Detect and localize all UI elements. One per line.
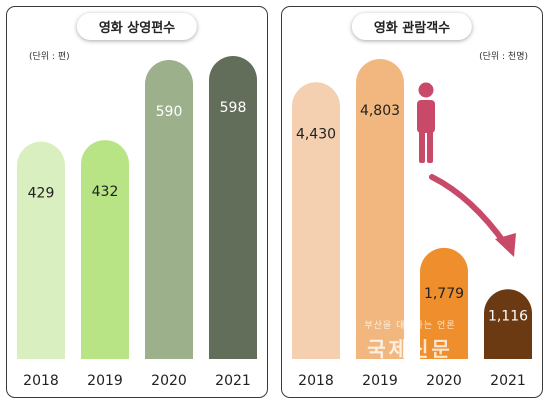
- bar-2020: [420, 247, 468, 359]
- data-label-2019: 4,803: [360, 103, 400, 119]
- bar-2018: [292, 82, 340, 359]
- chart-title: 영화 관람객수: [351, 13, 473, 40]
- bar-2021: [484, 289, 532, 359]
- data-label-2019: 432: [92, 184, 119, 200]
- data-label-2021: 1,116: [488, 309, 528, 325]
- data-label-2018: 4,430: [296, 126, 336, 142]
- bar-2019: [356, 59, 404, 359]
- x-tick-label-2019: 2019: [87, 373, 123, 389]
- bar-2021: [209, 56, 257, 359]
- data-label-2020: 1,779: [424, 286, 464, 302]
- bar-2020: [145, 60, 193, 359]
- bar-chart-screenings: 429 2018 432 2019 590 2020 598 2021: [17, 56, 257, 389]
- chart-panel-screenings: 영화 상영편수 (단위 : 편) 429 2018 432 2019 590 2020 59…: [6, 6, 268, 398]
- x-tick-label-2018: 2018: [23, 373, 59, 389]
- x-tick-label-2021: 2021: [215, 373, 251, 389]
- x-tick-label-2018: 2018: [298, 373, 334, 389]
- bar-2018: [17, 141, 65, 359]
- bar-chart-audience: 4,430 2018 4,803 2019 1,779 2020 1,116 2021: [292, 59, 532, 389]
- x-tick-label-2020: 2020: [151, 373, 187, 389]
- chart-panel-audience: 영화 관람객수 (단위 : 천명) 4,430 2018 4,803 2019 1,77…: [281, 6, 543, 398]
- curved-arrow-down-icon: [429, 174, 516, 257]
- x-tick-label-2021: 2021: [490, 373, 526, 389]
- data-label-2020: 590: [156, 104, 183, 120]
- chart-title: 영화 상영편수: [76, 13, 198, 40]
- data-label-2018: 429: [28, 186, 55, 202]
- data-label-2021: 598: [220, 100, 247, 116]
- person-icon: [417, 82, 435, 163]
- unit-label: (단위 : 천명): [479, 52, 528, 62]
- x-tick-label-2019: 2019: [362, 373, 398, 389]
- x-tick-label-2020: 2020: [426, 373, 462, 389]
- bar-2019: [81, 140, 129, 359]
- unit-label: (단위 : 편): [29, 52, 70, 62]
